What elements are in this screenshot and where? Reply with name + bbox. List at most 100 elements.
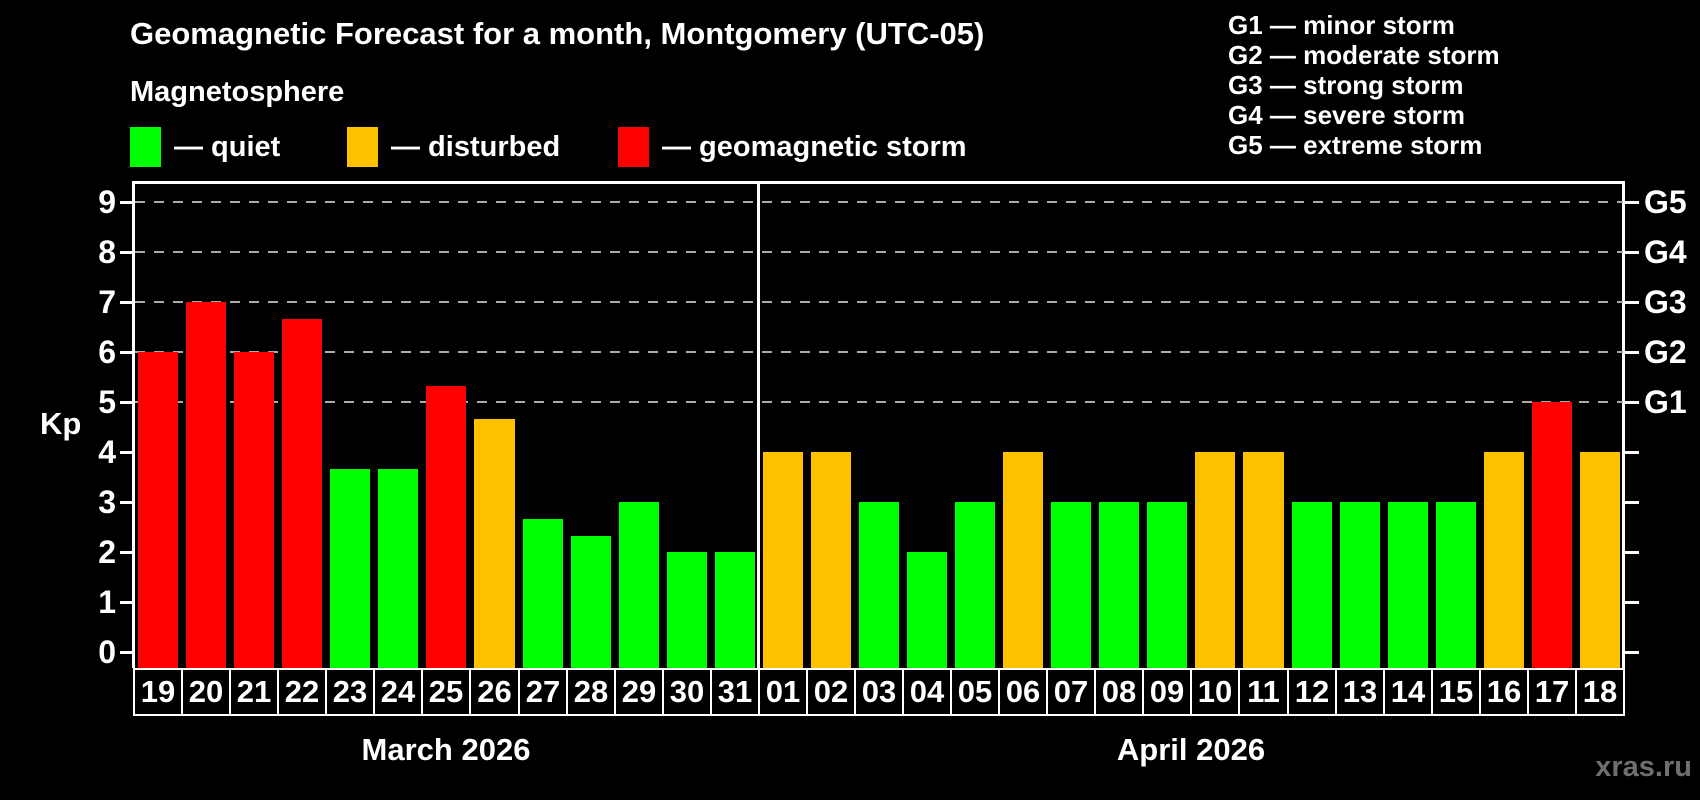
y-tick-label: 7 xyxy=(98,284,116,320)
day-label: 16 xyxy=(1479,668,1529,716)
kp-bar-april-13 xyxy=(1340,502,1380,668)
kp-bar-march-21 xyxy=(234,352,274,668)
y-tick-left xyxy=(120,601,134,604)
watermark: xras.ru xyxy=(1595,751,1692,783)
gridline-kp6 xyxy=(135,351,1623,353)
day-label: 14 xyxy=(1383,668,1433,716)
kp-bar-april-05 xyxy=(955,502,995,668)
day-label: 03 xyxy=(854,668,904,716)
kp-bar-march-24 xyxy=(378,469,418,668)
legend-swatch-disturbed xyxy=(347,127,378,167)
kp-bar-april-10 xyxy=(1195,452,1235,668)
day-label: 21 xyxy=(229,668,279,716)
y-axis-label: Kp xyxy=(40,406,82,441)
y-tick-right xyxy=(1625,401,1639,404)
y-tick-right xyxy=(1625,201,1639,204)
day-label: 17 xyxy=(1527,668,1577,716)
y-tick-right xyxy=(1625,551,1639,554)
gridline-kp7 xyxy=(135,301,1623,303)
storm-scale-legend-line: G1 — minor storm xyxy=(1228,10,1455,40)
g-scale-label-g4: G4 xyxy=(1644,234,1687,270)
legend-item-disturbed: — disturbed xyxy=(347,127,560,167)
kp-bar-march-28 xyxy=(571,536,611,668)
kp-bar-april-11 xyxy=(1243,452,1284,668)
y-tick-label: 8 xyxy=(98,234,116,270)
y-tick-label: 9 xyxy=(98,184,116,220)
month-label: March 2026 xyxy=(361,732,531,767)
kp-bar-march-29 xyxy=(619,502,659,668)
y-tick-left xyxy=(120,551,134,554)
y-tick-label: 4 xyxy=(98,434,116,470)
g-scale-label-g3: G3 xyxy=(1644,284,1687,320)
kp-bar-april-06 xyxy=(1003,452,1043,668)
day-label: 23 xyxy=(325,668,375,716)
day-label: 30 xyxy=(662,668,712,716)
y-tick-left xyxy=(120,501,134,504)
y-tick-right xyxy=(1625,301,1639,304)
day-label: 19 xyxy=(133,668,183,716)
y-tick-label: 6 xyxy=(98,334,116,370)
day-label: 12 xyxy=(1287,668,1337,716)
day-label: 08 xyxy=(1094,668,1144,716)
month-label: April 2026 xyxy=(1116,732,1266,767)
day-label: 18 xyxy=(1575,668,1625,716)
gridline-kp8 xyxy=(135,251,1623,253)
g-scale-label-g5: G5 xyxy=(1644,184,1687,220)
y-tick-label: 5 xyxy=(98,384,116,420)
kp-bar-march-31 xyxy=(715,552,755,668)
kp-bar-march-19 xyxy=(138,352,178,668)
gridline-kp9 xyxy=(135,201,1623,203)
day-label: 24 xyxy=(373,668,423,716)
y-tick-left xyxy=(120,301,134,304)
legend-label: — geomagnetic storm xyxy=(662,130,967,163)
kp-bar-march-30 xyxy=(667,552,707,668)
day-label: 29 xyxy=(614,668,664,716)
kp-bar-april-03 xyxy=(859,502,899,668)
y-tick-left xyxy=(120,651,134,654)
kp-bar-april-18 xyxy=(1580,452,1620,668)
day-label: 27 xyxy=(518,668,568,716)
kp-bar-april-08 xyxy=(1099,502,1139,668)
g-scale-label-g2: G2 xyxy=(1644,334,1687,370)
y-tick-label: 1 xyxy=(98,584,116,620)
chart-title: Geomagnetic Forecast for a month, Montgo… xyxy=(130,16,985,51)
day-label: 02 xyxy=(806,668,856,716)
day-label: 09 xyxy=(1142,668,1192,716)
day-label: 05 xyxy=(950,668,1000,716)
day-label: 07 xyxy=(1046,668,1096,716)
legend-label: — disturbed xyxy=(391,130,561,163)
month-separator-line xyxy=(757,181,760,668)
y-tick-left xyxy=(120,251,134,254)
y-axis-line xyxy=(132,181,135,668)
kp-bar-march-20 xyxy=(186,302,226,668)
y-tick-right xyxy=(1625,451,1639,454)
kp-bar-april-04 xyxy=(907,552,947,668)
kp-bar-march-22 xyxy=(282,319,322,668)
plot-top-border xyxy=(132,181,1625,184)
legend-swatch-storm xyxy=(618,127,649,167)
kp-bar-april-16 xyxy=(1484,452,1524,668)
day-label: 31 xyxy=(710,668,760,716)
y-tick-right xyxy=(1625,251,1639,254)
day-label: 13 xyxy=(1335,668,1385,716)
day-label: 20 xyxy=(181,668,231,716)
day-label: 04 xyxy=(902,668,952,716)
storm-scale-legend-line: G4 — severe storm xyxy=(1228,100,1466,130)
y-tick-right xyxy=(1625,651,1639,654)
day-label: 01 xyxy=(758,668,808,716)
day-label: 22 xyxy=(277,668,327,716)
y-tick-left xyxy=(120,351,134,354)
right-axis-line xyxy=(1622,181,1625,668)
y-tick-right xyxy=(1625,601,1639,604)
legend-label: — quiet xyxy=(174,130,281,163)
y-tick-right xyxy=(1625,351,1639,354)
storm-scale-legend: G1 — minor storm G2 — moderate storm G3 — … xyxy=(1228,10,1500,160)
day-label: 15 xyxy=(1431,668,1481,716)
legend-swatch-quiet xyxy=(130,127,161,167)
y-tick-right xyxy=(1625,501,1639,504)
kp-bar-april-09 xyxy=(1147,502,1187,668)
y-tick-label: 2 xyxy=(98,534,116,570)
day-label: 11 xyxy=(1238,668,1289,716)
y-tick-label: 0 xyxy=(98,634,116,670)
